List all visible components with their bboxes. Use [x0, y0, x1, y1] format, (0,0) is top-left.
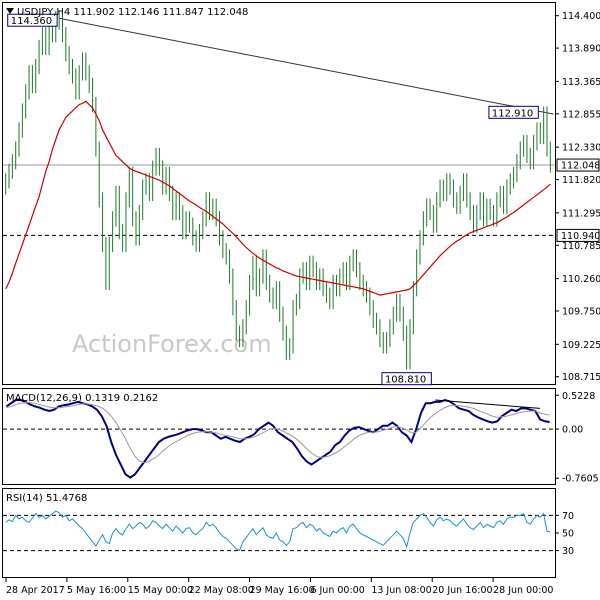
last-price-label: 112.048	[561, 161, 600, 172]
price-axis-label: 110.785	[562, 241, 600, 252]
watermark: ActionForex.com	[72, 330, 272, 358]
collapse-triangle-icon[interactable]	[6, 8, 14, 14]
price-axis-label: 108.715	[562, 372, 600, 383]
time-axis-label: 28 Jun 00:00	[493, 585, 553, 596]
axis-layer: 114.400 113.890 113.365 112.855 112.330 111.8…	[5, 11, 600, 596]
time-axis-label: 22 May 08:00	[189, 585, 254, 596]
time-axis-label: 13 Jun 08:00	[371, 585, 431, 596]
rsi-title: RSI(14) 51.4768	[6, 493, 87, 504]
time-axis-label: 15 May 00:00	[128, 585, 193, 596]
macd-line	[5, 398, 550, 479]
price-annotation-box	[488, 105, 539, 119]
last-price-label-box	[556, 158, 600, 172]
macd-divergence-line	[435, 399, 541, 409]
moving-average-line	[5, 100, 551, 296]
price-axis-label: 111.820	[562, 175, 600, 186]
price-axis-label: 113.365	[562, 77, 600, 88]
price-axis-label: 112.330	[562, 143, 600, 154]
trendline	[59, 17, 554, 115]
rsi-line	[5, 510, 551, 552]
rsi-axis-label: 50	[562, 529, 574, 540]
price-axis-label: 109.750	[562, 306, 600, 317]
price-axis-label: 112.855	[562, 109, 600, 120]
price-annotation-label: 114.360	[11, 16, 52, 27]
macd-signal-line	[6, 402, 550, 464]
chart-title: USDJPY,H4 111.902 112.146 111.847 112.04…	[17, 7, 248, 18]
price-annotation-label: 108.810	[385, 375, 426, 386]
support-level-label: 110.940	[561, 231, 600, 242]
macd-axis-label: 0.00	[562, 425, 583, 436]
time-axis-label: 5 May 16:00	[67, 585, 126, 596]
macd-title: MACD(12,26,9) 0.1319 0.2162	[6, 393, 158, 404]
support-level-label-box	[556, 228, 600, 242]
price-annotation-label: 112.910	[492, 108, 533, 119]
macd-layer	[3, 398, 555, 479]
price-axis-label: 109.225	[562, 340, 600, 351]
macd-axis-label: 0.5228	[562, 391, 595, 402]
time-axis-label: 6 Jun 00:00	[310, 585, 364, 596]
price-annotation-box	[381, 372, 432, 386]
time-axis-label: 29 May 16:00	[250, 585, 315, 596]
rsi-panel-frame	[2, 488, 556, 578]
rsi-axis-label: 70	[562, 511, 574, 522]
time-axis-label: 20 Jun 16:00	[432, 585, 492, 596]
price-axis-label: 110.260	[562, 274, 600, 285]
price-annotation-box	[7, 13, 58, 27]
time-axis-label: 28 Apr 2017	[6, 585, 65, 596]
macd-axis-label: -0.7605	[562, 474, 599, 485]
macd-panel-frame	[2, 388, 556, 485]
price-axis-label: 111.295	[562, 208, 600, 219]
rsi-axis-label: 30	[562, 546, 574, 557]
rsi-layer	[3, 510, 555, 552]
price-axis-label: 114.400	[562, 11, 600, 22]
price-layer: 114.360 112.910 108.810	[3, 10, 555, 386]
price-axis-label: 113.890	[562, 44, 600, 55]
